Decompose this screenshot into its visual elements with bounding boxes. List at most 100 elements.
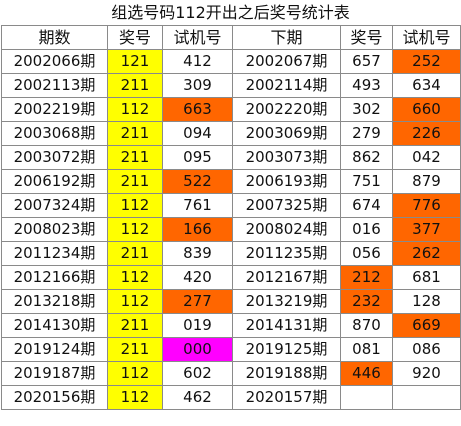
trial-cell: 602 (162, 361, 233, 386)
next-period-cell: 2003069期 (232, 121, 341, 146)
prize-cell: 112 (107, 361, 163, 386)
period-cell: 2007324期 (1, 193, 108, 218)
trial-cell: 000 (162, 337, 233, 362)
trial-cell: 761 (162, 193, 233, 218)
prize-cell: 211 (107, 313, 163, 338)
next-period-cell: 2002114期 (232, 73, 341, 98)
next-trial-cell: 920 (392, 361, 461, 386)
next-period-cell: 2020157期 (232, 385, 341, 410)
prize-cell: 211 (107, 337, 163, 362)
prize-cell: 112 (107, 385, 163, 410)
trial-cell: 094 (162, 121, 233, 146)
next-prize-cell: 751 (340, 169, 393, 194)
table-body: 2002066期 121 412 2002067期 657 252 2002113期 211 3… (1, 49, 461, 410)
table-row: 2012166期 112 420 2012167期 212 681 (1, 265, 461, 290)
next-prize-cell: 016 (340, 217, 393, 242)
period-cell: 2012166期 (1, 265, 108, 290)
trial-cell: 420 (162, 265, 233, 290)
period-cell: 2020156期 (1, 385, 108, 410)
trial-cell: 663 (162, 97, 233, 122)
table-row: 2007324期 112 761 2007325期 674 776 (1, 193, 461, 218)
trial-cell: 095 (162, 145, 233, 170)
prize-cell: 121 (107, 49, 163, 74)
next-trial-cell: 262 (392, 241, 461, 266)
table-row: 2020156期 112 462 2020157期 (1, 385, 461, 410)
next-prize-cell: 081 (340, 337, 393, 362)
table-row: 2006192期 211 522 2006193期 751 879 (1, 169, 461, 194)
next-trial-cell: 252 (392, 49, 461, 74)
next-period-cell: 2013219期 (232, 289, 341, 314)
next-prize-cell: 674 (340, 193, 393, 218)
next-prize-cell: 302 (340, 97, 393, 122)
period-cell: 2019187期 (1, 361, 108, 386)
next-trial-cell: 669 (392, 313, 461, 338)
header-next-prize: 奖号 (340, 25, 393, 50)
header-next-trial: 试机号 (392, 25, 461, 50)
table-row: 2013218期 112 277 2013219期 232 128 (1, 289, 461, 314)
next-trial-cell: 776 (392, 193, 461, 218)
next-trial-cell: 042 (392, 145, 461, 170)
period-cell: 2014130期 (1, 313, 108, 338)
next-prize-cell: 279 (340, 121, 393, 146)
period-cell: 2003068期 (1, 121, 108, 146)
statistics-sheet: 组选号码112开出之后奖号统计表 期数 奖号 试机号 下期 奖号 试机号 200… (1, 1, 461, 410)
next-prize-cell: 657 (340, 49, 393, 74)
next-prize-cell: 446 (340, 361, 393, 386)
trial-cell: 166 (162, 217, 233, 242)
trial-cell: 839 (162, 241, 233, 266)
table-title: 组选号码112开出之后奖号统计表 (1, 1, 460, 25)
trial-cell: 522 (162, 169, 233, 194)
next-period-cell: 2019125期 (232, 337, 341, 362)
next-trial-cell: 660 (392, 97, 461, 122)
prize-cell: 211 (107, 145, 163, 170)
trial-cell: 277 (162, 289, 233, 314)
period-cell: 2011234期 (1, 241, 108, 266)
next-prize-cell: 232 (340, 289, 393, 314)
header-next-period: 下期 (232, 25, 341, 50)
prize-cell: 112 (107, 97, 163, 122)
period-cell: 2006192期 (1, 169, 108, 194)
period-cell: 2019124期 (1, 337, 108, 362)
table-row: 2002066期 121 412 2002067期 657 252 (1, 49, 461, 74)
next-trial-cell: 128 (392, 289, 461, 314)
prize-cell: 211 (107, 73, 163, 98)
trial-cell: 462 (162, 385, 233, 410)
next-trial-cell: 634 (392, 73, 461, 98)
trial-cell: 019 (162, 313, 233, 338)
prize-cell: 112 (107, 217, 163, 242)
next-period-cell: 2019188期 (232, 361, 341, 386)
next-period-cell: 2002067期 (232, 49, 341, 74)
trial-cell: 309 (162, 73, 233, 98)
trial-cell: 412 (162, 49, 233, 74)
table-row: 2002219期 112 663 2002220期 302 660 (1, 97, 461, 122)
next-period-cell: 2002220期 (232, 97, 341, 122)
next-prize-cell: 056 (340, 241, 393, 266)
period-cell: 2008023期 (1, 217, 108, 242)
header-period: 期数 (1, 25, 108, 50)
table-row: 2014130期 211 019 2014131期 870 669 (1, 313, 461, 338)
next-trial-cell: 226 (392, 121, 461, 146)
next-trial-cell: 681 (392, 265, 461, 290)
prize-cell: 211 (107, 121, 163, 146)
prize-cell: 211 (107, 241, 163, 266)
table-row: 2003072期 211 095 2003073期 862 042 (1, 145, 461, 170)
prize-cell: 211 (107, 169, 163, 194)
next-period-cell: 2003073期 (232, 145, 341, 170)
period-cell: 2013218期 (1, 289, 108, 314)
next-period-cell: 2014131期 (232, 313, 341, 338)
next-period-cell: 2011235期 (232, 241, 341, 266)
header-trial: 试机号 (162, 25, 233, 50)
results-table: 期数 奖号 试机号 下期 奖号 试机号 2002066期 121 412 200206… (1, 25, 461, 410)
next-period-cell: 2012167期 (232, 265, 341, 290)
next-trial-cell: 377 (392, 217, 461, 242)
next-trial-cell (392, 385, 461, 410)
header-row: 期数 奖号 试机号 下期 奖号 试机号 (1, 25, 461, 50)
period-cell: 2002219期 (1, 97, 108, 122)
next-prize-cell: 862 (340, 145, 393, 170)
next-trial-cell: 879 (392, 169, 461, 194)
table-row: 2011234期 211 839 2011235期 056 262 (1, 241, 461, 266)
next-period-cell: 2007325期 (232, 193, 341, 218)
next-prize-cell (340, 385, 393, 410)
table-row: 2019124期 211 000 2019125期 081 086 (1, 337, 461, 362)
next-prize-cell: 870 (340, 313, 393, 338)
